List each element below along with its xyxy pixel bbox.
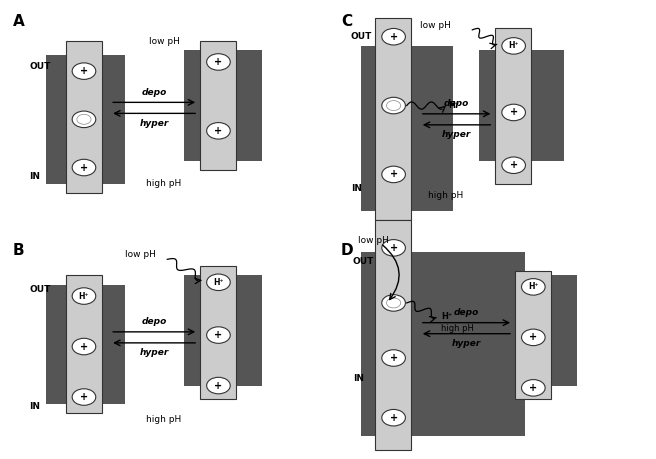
Text: +: + — [529, 383, 537, 393]
Text: +: + — [215, 330, 222, 340]
Text: +: + — [80, 392, 88, 402]
Bar — [200, 266, 236, 399]
Circle shape — [382, 409, 405, 426]
Text: low pH: low pH — [420, 21, 451, 30]
Text: +: + — [510, 107, 518, 118]
Text: low pH: low pH — [148, 37, 180, 46]
Circle shape — [72, 159, 96, 176]
Bar — [46, 55, 125, 184]
Text: hyper: hyper — [442, 130, 471, 140]
Text: depo: depo — [454, 308, 479, 317]
Bar — [495, 28, 531, 184]
Text: OUT: OUT — [353, 257, 375, 266]
Bar — [66, 275, 102, 413]
Circle shape — [382, 350, 405, 366]
Text: +: + — [215, 126, 222, 136]
Bar — [515, 271, 551, 399]
Circle shape — [382, 295, 405, 311]
Text: +: + — [529, 332, 537, 342]
Circle shape — [77, 114, 91, 124]
Circle shape — [502, 38, 525, 54]
Text: depo: depo — [142, 317, 167, 326]
Text: +: + — [80, 341, 88, 352]
Bar — [66, 41, 102, 193]
Bar — [499, 275, 577, 386]
Bar — [375, 220, 411, 450]
Circle shape — [386, 101, 401, 111]
Circle shape — [522, 329, 545, 346]
Circle shape — [72, 288, 96, 304]
Text: low pH: low pH — [358, 236, 388, 246]
Text: +: + — [390, 353, 398, 363]
Text: hyper: hyper — [140, 119, 169, 128]
Text: IN: IN — [353, 374, 364, 383]
Text: B: B — [13, 243, 25, 258]
Circle shape — [502, 104, 525, 121]
Text: OUT: OUT — [351, 32, 373, 41]
Text: IN: IN — [351, 184, 362, 193]
Text: +: + — [390, 243, 398, 253]
Text: H⁺: H⁺ — [449, 101, 460, 110]
Text: +: + — [80, 66, 88, 76]
Text: H⁺: H⁺ — [79, 291, 89, 301]
Text: high pH: high pH — [428, 190, 464, 200]
Circle shape — [522, 279, 545, 295]
Circle shape — [382, 240, 405, 256]
Circle shape — [502, 157, 525, 174]
Text: hyper: hyper — [452, 339, 481, 348]
Text: H⁺: H⁺ — [508, 41, 519, 50]
Text: OUT: OUT — [30, 285, 51, 294]
Text: high pH: high pH — [146, 179, 182, 188]
Bar — [184, 275, 262, 386]
Circle shape — [72, 389, 96, 405]
Text: hyper: hyper — [140, 348, 169, 358]
Circle shape — [382, 166, 405, 183]
Circle shape — [382, 28, 405, 45]
Text: H⁺: H⁺ — [441, 312, 453, 321]
Bar — [375, 18, 411, 220]
Text: +: + — [390, 169, 398, 179]
Circle shape — [207, 123, 230, 139]
Text: H⁺: H⁺ — [213, 278, 224, 287]
Circle shape — [207, 327, 230, 343]
Bar — [361, 252, 525, 436]
Text: IN: IN — [30, 402, 41, 411]
Circle shape — [382, 97, 405, 114]
Bar — [361, 46, 453, 211]
Text: H⁺: H⁺ — [528, 282, 539, 291]
Text: A: A — [13, 14, 25, 29]
Bar — [479, 50, 564, 161]
Text: high pH: high pH — [146, 415, 182, 425]
Text: D: D — [341, 243, 354, 258]
Text: OUT: OUT — [30, 62, 51, 71]
Circle shape — [72, 111, 96, 128]
Circle shape — [386, 298, 401, 308]
Text: +: + — [510, 160, 518, 170]
Bar — [46, 285, 125, 404]
Text: IN: IN — [30, 172, 41, 181]
Text: depo: depo — [142, 88, 167, 97]
Text: +: + — [215, 381, 222, 391]
Text: low pH: low pH — [125, 250, 155, 259]
Circle shape — [72, 338, 96, 355]
Circle shape — [207, 377, 230, 394]
Text: +: + — [390, 413, 398, 423]
Circle shape — [72, 63, 96, 79]
Text: C: C — [341, 14, 352, 29]
Text: +: + — [80, 162, 88, 173]
Circle shape — [522, 380, 545, 396]
Bar — [184, 50, 262, 161]
Bar — [200, 41, 236, 170]
Text: +: + — [215, 57, 222, 67]
Circle shape — [207, 54, 230, 70]
Circle shape — [207, 274, 230, 291]
Text: high pH: high pH — [441, 324, 474, 333]
Text: depo: depo — [444, 99, 469, 108]
Text: +: + — [390, 32, 398, 42]
